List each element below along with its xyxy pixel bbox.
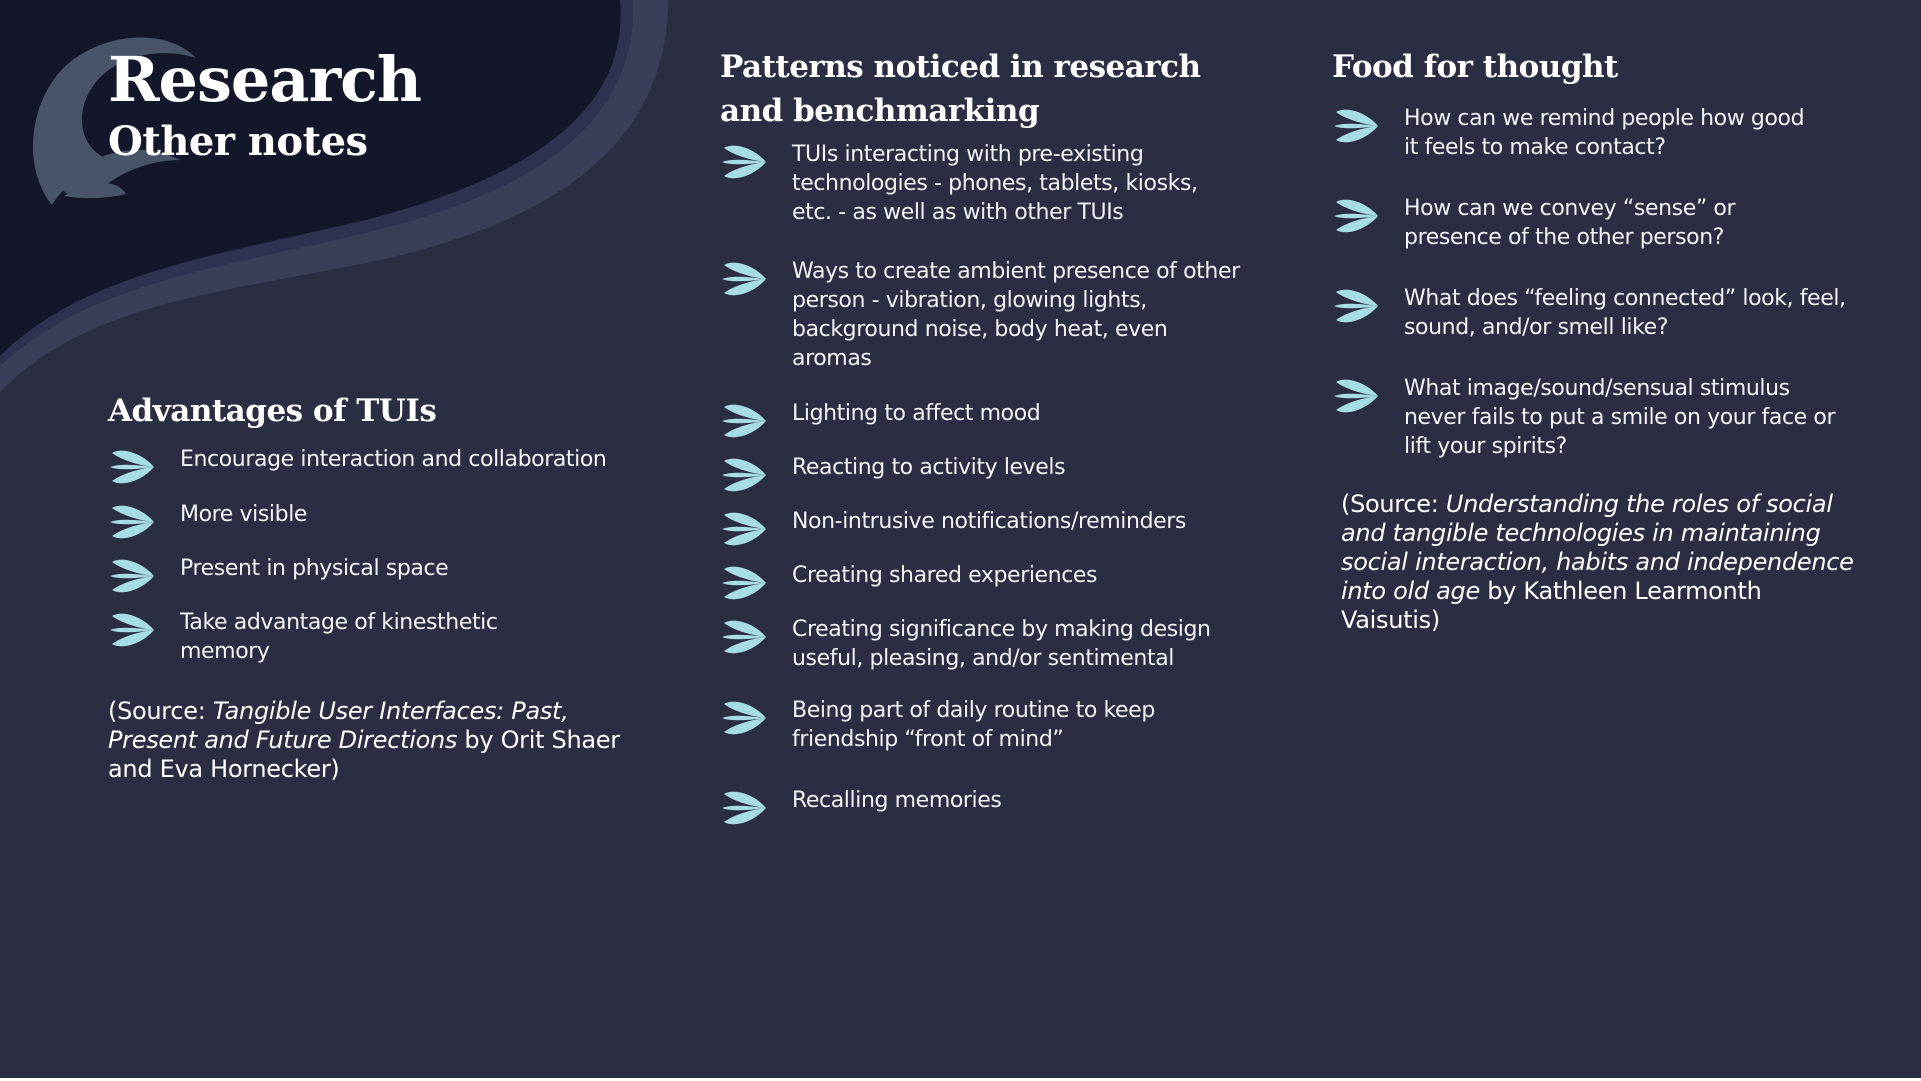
list-item: TUIs interacting with pre-existing techn… bbox=[720, 140, 1240, 227]
leaf-fan-bullet-icon bbox=[722, 458, 766, 492]
list-item: Take advantage of kinesthetic memory bbox=[108, 608, 628, 666]
list-item: Lighting to affect mood bbox=[720, 399, 1240, 438]
list-item-text: Non-intrusive notifications/reminders bbox=[792, 509, 1186, 534]
list-item-text: Lighting to affect mood bbox=[792, 401, 1041, 426]
page-subtitle: Other notes bbox=[108, 118, 368, 165]
leaf-fan-bullet-icon bbox=[722, 512, 766, 546]
list-item-text: Present in physical space bbox=[180, 556, 449, 581]
leaf-fan-bullet-icon bbox=[110, 613, 154, 647]
leaf-fan-bullet-icon bbox=[722, 566, 766, 600]
source-suffix: by Orit Shaer and Eva Hornecker) bbox=[108, 726, 620, 783]
list-item: Present in physical space bbox=[108, 554, 628, 593]
list-item: Creating shared experiences bbox=[720, 561, 1240, 600]
list-item: Recalling memories bbox=[720, 786, 1240, 825]
advantages-list: Encourage interaction and collaboration … bbox=[108, 445, 628, 666]
advantages-heading: Advantages of TUIs bbox=[108, 393, 437, 429]
list-item: What does “feeling connected” look, feel… bbox=[1332, 284, 1852, 342]
leaf-fan-bullet-icon bbox=[110, 559, 154, 593]
list-item-text: Ways to create ambient presence of other… bbox=[792, 259, 1240, 371]
list-item-text: What does “feeling connected” look, feel… bbox=[1404, 286, 1846, 340]
leaf-fan-bullet-icon bbox=[722, 701, 766, 735]
list-item-text: Creating shared experiences bbox=[792, 563, 1098, 588]
advantages-source: (Source: Tangible User Interfaces: Past,… bbox=[108, 697, 638, 784]
list-item: How can we remind people how good it fee… bbox=[1332, 104, 1852, 162]
page-title: Research bbox=[108, 43, 422, 116]
list-item: Creating significance by making design u… bbox=[720, 615, 1240, 673]
list-item-text: More visible bbox=[180, 502, 308, 527]
leaf-fan-bullet-icon bbox=[1334, 109, 1378, 143]
list-item-text: Recalling memories bbox=[792, 788, 1002, 813]
leaf-fan-bullet-icon bbox=[110, 450, 154, 484]
source-title: Tangible User Interfaces: Past, Present … bbox=[108, 697, 569, 754]
list-item-text: TUIs interacting with pre-existing techn… bbox=[792, 142, 1198, 225]
food-list: How can we remind people how good it fee… bbox=[1332, 104, 1852, 461]
list-item-text: Being part of daily routine to keep frie… bbox=[792, 698, 1155, 752]
leaf-fan-bullet-icon bbox=[722, 791, 766, 825]
food-heading: Food for thought bbox=[1332, 49, 1618, 85]
food-source: (Source: Understanding the roles of soci… bbox=[1341, 490, 1861, 635]
patterns-list: TUIs interacting with pre-existing techn… bbox=[720, 140, 1240, 825]
list-item-text: Reacting to activity levels bbox=[792, 455, 1066, 480]
list-item: What image/sound/sensual stimulus never … bbox=[1332, 374, 1852, 461]
leaf-fan-bullet-icon bbox=[1334, 289, 1378, 323]
source-prefix: (Source: bbox=[1341, 490, 1446, 518]
source-suffix: by Kathleen Learmonth Vaisutis) bbox=[1341, 577, 1762, 634]
list-item: Being part of daily routine to keep frie… bbox=[720, 696, 1240, 754]
leaf-fan-bullet-icon bbox=[722, 262, 766, 296]
leaf-fan-bullet-icon bbox=[722, 145, 766, 179]
leaf-fan-bullet-icon bbox=[722, 620, 766, 654]
leaf-fan-bullet-icon bbox=[110, 505, 154, 539]
list-item-text: Take advantage of kinesthetic memory bbox=[180, 610, 498, 664]
source-prefix: (Source: bbox=[108, 697, 213, 725]
list-item-text: What image/sound/sensual stimulus never … bbox=[1404, 376, 1836, 459]
leaf-fan-bullet-icon bbox=[1334, 379, 1378, 413]
list-item-text: Encourage interaction and collaboration bbox=[180, 447, 607, 472]
patterns-heading: Patterns noticed in research and benchma… bbox=[720, 49, 1201, 129]
leaf-fan-bullet-icon bbox=[722, 404, 766, 438]
list-item: How can we convey “sense” or presence of… bbox=[1332, 194, 1852, 252]
list-item-text: How can we remind people how good it fee… bbox=[1404, 106, 1805, 160]
leaf-fan-bullet-icon bbox=[1334, 199, 1378, 233]
source-title: Understanding the roles of social and ta… bbox=[1341, 490, 1854, 605]
list-item: Encourage interaction and collaboration bbox=[108, 445, 628, 484]
list-item: Non-intrusive notifications/reminders bbox=[720, 507, 1240, 546]
list-item: Reacting to activity levels bbox=[720, 453, 1240, 492]
list-item: More visible bbox=[108, 500, 628, 539]
list-item-text: Creating significance by making design u… bbox=[792, 617, 1211, 671]
list-item: Ways to create ambient presence of other… bbox=[720, 257, 1240, 373]
list-item-text: How can we convey “sense” or presence of… bbox=[1404, 196, 1736, 250]
leaf-swirl-icon bbox=[32, 37, 197, 206]
